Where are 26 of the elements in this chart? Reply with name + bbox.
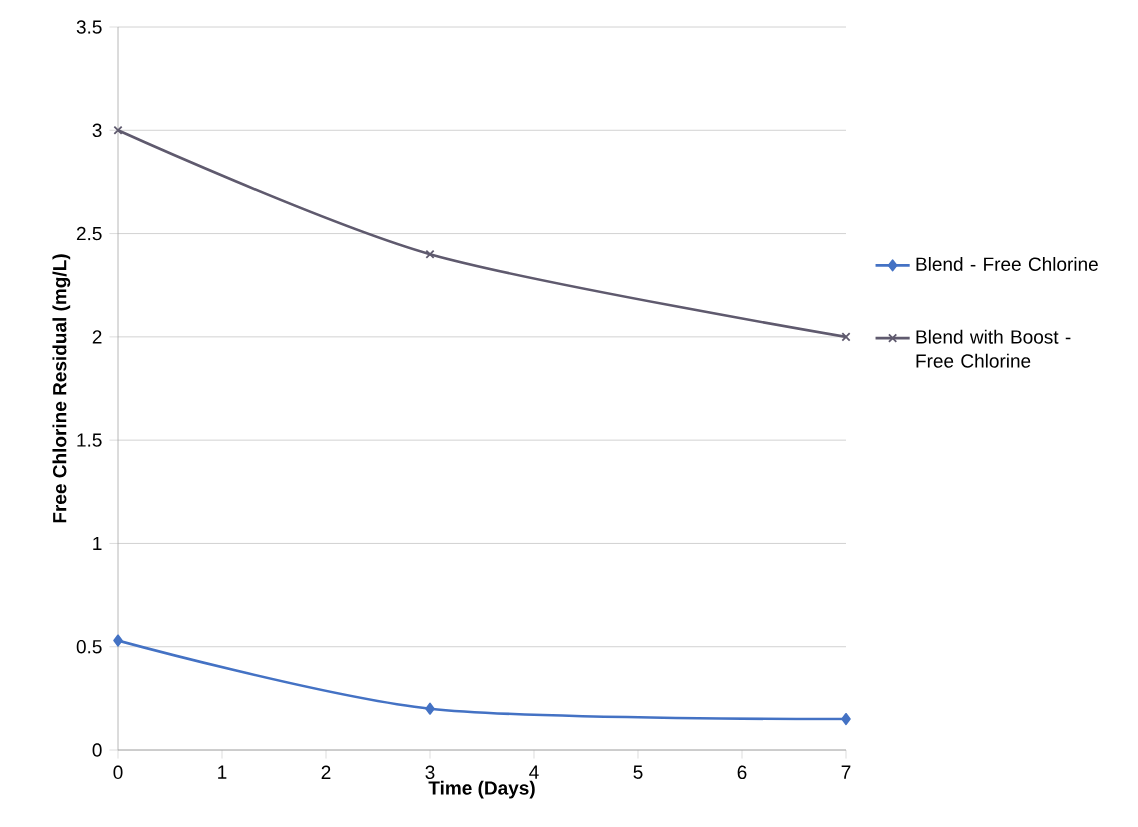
x-tick-label: 5 <box>633 765 643 779</box>
x-tick-label: 7 <box>841 765 851 779</box>
legend-label: Blend with Boost - Free Chlorine <box>916 329 1071 368</box>
y-tick-label: 0.5 <box>76 640 102 654</box>
x-tick-label: 4 <box>529 765 539 779</box>
x-tick-label: 2 <box>321 765 331 779</box>
point <box>113 125 123 135</box>
point <box>113 634 123 647</box>
legend-label: Blend - Free Chlorine <box>916 256 1098 271</box>
y-tick-label: 2 <box>92 330 102 344</box>
x-tick-label: 0 <box>113 765 123 780</box>
point <box>841 332 851 342</box>
x-tick-label: 3 <box>425 765 435 780</box>
x-tick-label: 6 <box>737 765 747 780</box>
point <box>425 249 435 259</box>
y-tick-label: 3 <box>92 123 102 138</box>
point <box>425 702 435 715</box>
y-tick-label: 3.5 <box>76 20 102 34</box>
y-tick-label: 1 <box>93 536 102 550</box>
y-axis-title: Free Chlorine Residual (mg/L) <box>52 254 71 523</box>
point <box>841 712 851 726</box>
y-tick-label: 2.5 <box>76 226 102 241</box>
x-axis-title: Time (Days) <box>428 780 535 799</box>
y-tick-label: 1.5 <box>77 433 102 447</box>
y-tick-label: 0 <box>92 743 102 757</box>
x-tick-label: 1 <box>218 765 227 779</box>
